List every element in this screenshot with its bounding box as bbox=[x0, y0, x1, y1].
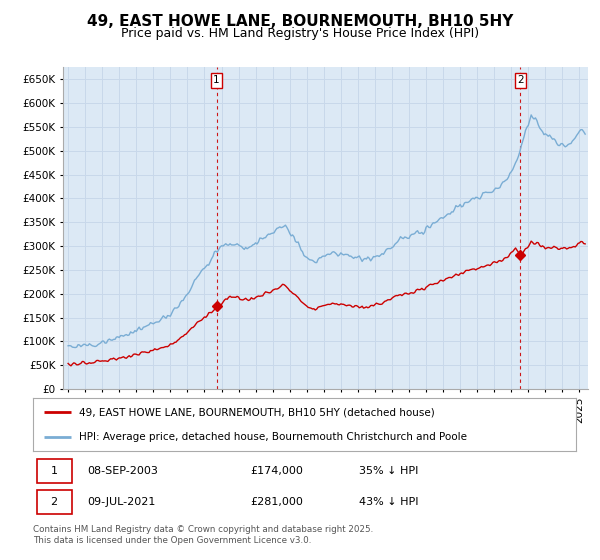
Text: £174,000: £174,000 bbox=[250, 466, 303, 476]
Text: HPI: Average price, detached house, Bournemouth Christchurch and Poole: HPI: Average price, detached house, Bour… bbox=[79, 432, 467, 442]
Text: 2: 2 bbox=[517, 75, 524, 85]
Text: 49, EAST HOWE LANE, BOURNEMOUTH, BH10 5HY (detached house): 49, EAST HOWE LANE, BOURNEMOUTH, BH10 5H… bbox=[79, 408, 435, 418]
Text: 35% ↓ HPI: 35% ↓ HPI bbox=[359, 466, 418, 476]
Text: 1: 1 bbox=[213, 75, 220, 85]
Text: £281,000: £281,000 bbox=[250, 497, 303, 507]
Text: 2: 2 bbox=[50, 497, 58, 507]
Text: Contains HM Land Registry data © Crown copyright and database right 2025.
This d: Contains HM Land Registry data © Crown c… bbox=[33, 525, 373, 545]
FancyBboxPatch shape bbox=[37, 490, 72, 514]
Text: 09-JUL-2021: 09-JUL-2021 bbox=[88, 497, 155, 507]
Text: 08-SEP-2003: 08-SEP-2003 bbox=[88, 466, 158, 476]
Text: 43% ↓ HPI: 43% ↓ HPI bbox=[359, 497, 418, 507]
Text: 1: 1 bbox=[50, 466, 58, 476]
FancyBboxPatch shape bbox=[37, 459, 72, 483]
Text: Price paid vs. HM Land Registry's House Price Index (HPI): Price paid vs. HM Land Registry's House … bbox=[121, 27, 479, 40]
Text: 49, EAST HOWE LANE, BOURNEMOUTH, BH10 5HY: 49, EAST HOWE LANE, BOURNEMOUTH, BH10 5H… bbox=[87, 14, 513, 29]
